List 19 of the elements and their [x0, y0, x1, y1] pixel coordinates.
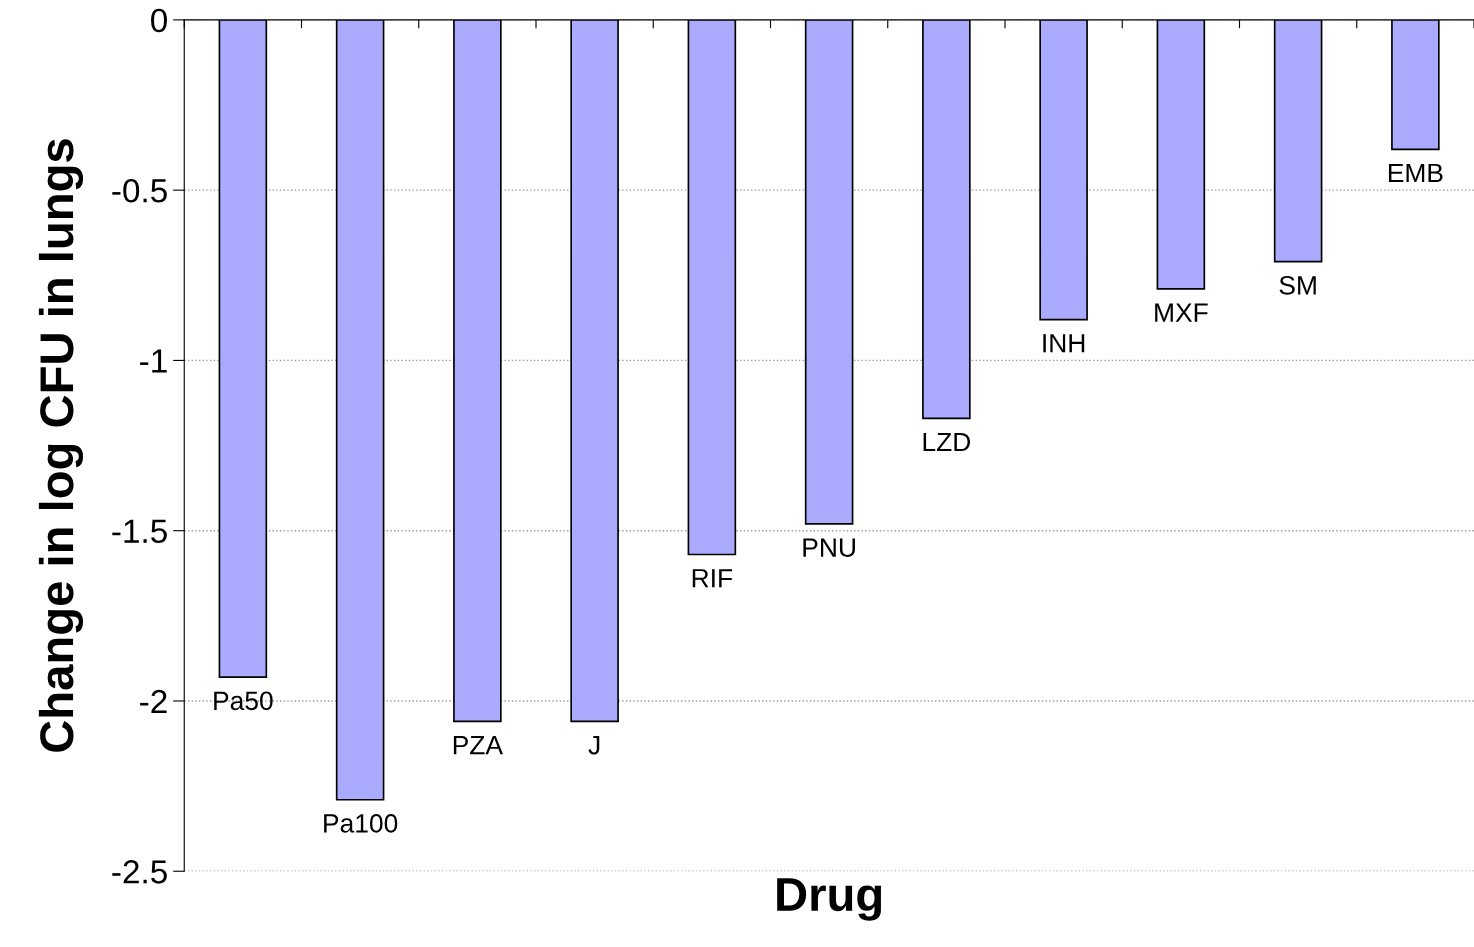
x-tick-label: INH [1043, 334, 1085, 353]
x-tick-label: RIF [692, 569, 733, 588]
y-tick-label: -1 [140, 349, 167, 373]
y-tick-label: -2 [140, 689, 167, 714]
x-axis-title: Drug [777, 878, 882, 921]
x-tick-label: J [588, 735, 600, 755]
y-tick-label: -0.5 [112, 178, 167, 203]
x-tick-label: Pa50 [214, 691, 273, 711]
y-axis-title: Change in log CFU in lungs [38, 139, 84, 752]
y-tick-label: 0 [151, 8, 167, 33]
x-tick-label: PNU [803, 538, 855, 557]
x-tick-label: MXF [1155, 303, 1208, 322]
x-tick-label: EMB [1388, 163, 1443, 183]
y-tick-label: -2.5 [112, 860, 167, 884]
x-tick-label: Pa100 [324, 814, 398, 833]
x-tick-label: LZD [923, 432, 971, 452]
y-tick-label: -1.5 [112, 519, 167, 544]
x-tick-label: SM [1279, 275, 1316, 295]
x-tick-label: PZA [453, 735, 503, 755]
